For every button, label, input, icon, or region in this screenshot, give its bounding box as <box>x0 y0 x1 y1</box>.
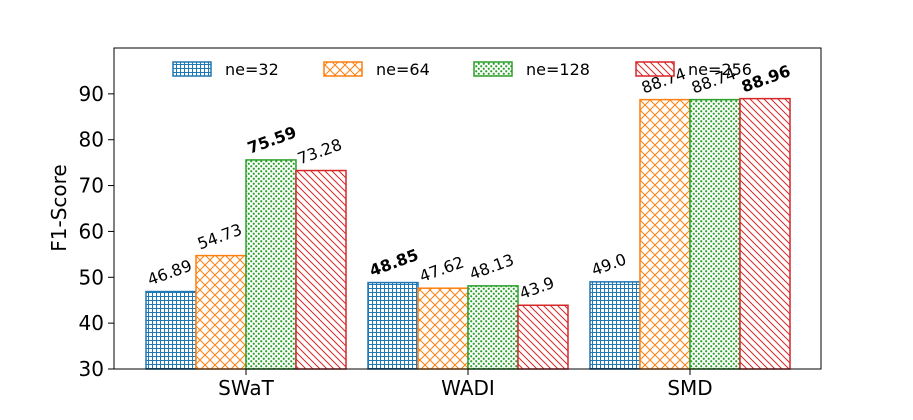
x-axis: SWaT WADI SMD <box>218 369 713 400</box>
legend-label: ne=128 <box>526 60 590 79</box>
bar-wadi-ne-256 <box>517 304 569 370</box>
bar-value-label: 43.9 <box>517 273 557 303</box>
bar-value-label: 73.28 <box>295 135 345 169</box>
y-axis-title: F1-Score <box>47 164 71 251</box>
bar-value-label: 49.0 <box>589 250 629 280</box>
legend-label: ne=32 <box>225 60 279 79</box>
bar-value-label: 46.89 <box>145 256 195 290</box>
y-tick-label: 90 <box>79 82 104 106</box>
legend-swatch <box>635 61 675 77</box>
bar-smd-ne-128 <box>689 98 741 370</box>
x-tick-label: WADI <box>441 376 495 400</box>
bar-swat-ne-256 <box>295 169 347 370</box>
y-tick-label: 60 <box>79 219 104 243</box>
bar-value-label: 48.85 <box>367 245 421 280</box>
y-tick-label: 70 <box>79 174 104 198</box>
y-tick-label: 80 <box>79 128 104 152</box>
bar-value-label: 48.13 <box>467 250 517 284</box>
y-axis: 30 40 50 60 70 80 90 <box>79 82 114 381</box>
bar-value-label: 75.59 <box>245 123 299 158</box>
bar-wadi-ne-64 <box>417 287 469 370</box>
legend-swatch <box>172 61 212 77</box>
y-tick-label: 30 <box>79 357 104 381</box>
bar-value-label: 54.73 <box>195 220 245 254</box>
bar-smd-ne-64 <box>639 98 691 370</box>
legend: ne=32 ne=64 ne=128 ne=256 <box>172 60 752 79</box>
bar-swat-ne-128 <box>245 159 297 370</box>
bar-swat-ne-64 <box>195 254 247 370</box>
bar-smd-ne-256 <box>739 97 791 370</box>
x-tick-label: SWaT <box>218 376 274 400</box>
bar-swat-ne-32 <box>145 290 197 370</box>
bars-layer <box>145 97 791 370</box>
bar-value-label: 47.62 <box>417 252 467 286</box>
x-tick-label: SMD <box>667 376 712 400</box>
legend-swatch <box>323 61 363 77</box>
y-tick-label: 50 <box>79 265 104 289</box>
legend-swatch <box>473 61 513 77</box>
y-tick-label: 40 <box>79 311 104 335</box>
legend-label: ne=64 <box>376 60 430 79</box>
bar-wadi-ne-32 <box>367 281 419 370</box>
bar-wadi-ne-128 <box>467 285 519 370</box>
legend-label: ne=256 <box>688 60 752 79</box>
bar-smd-ne-32 <box>589 281 641 370</box>
